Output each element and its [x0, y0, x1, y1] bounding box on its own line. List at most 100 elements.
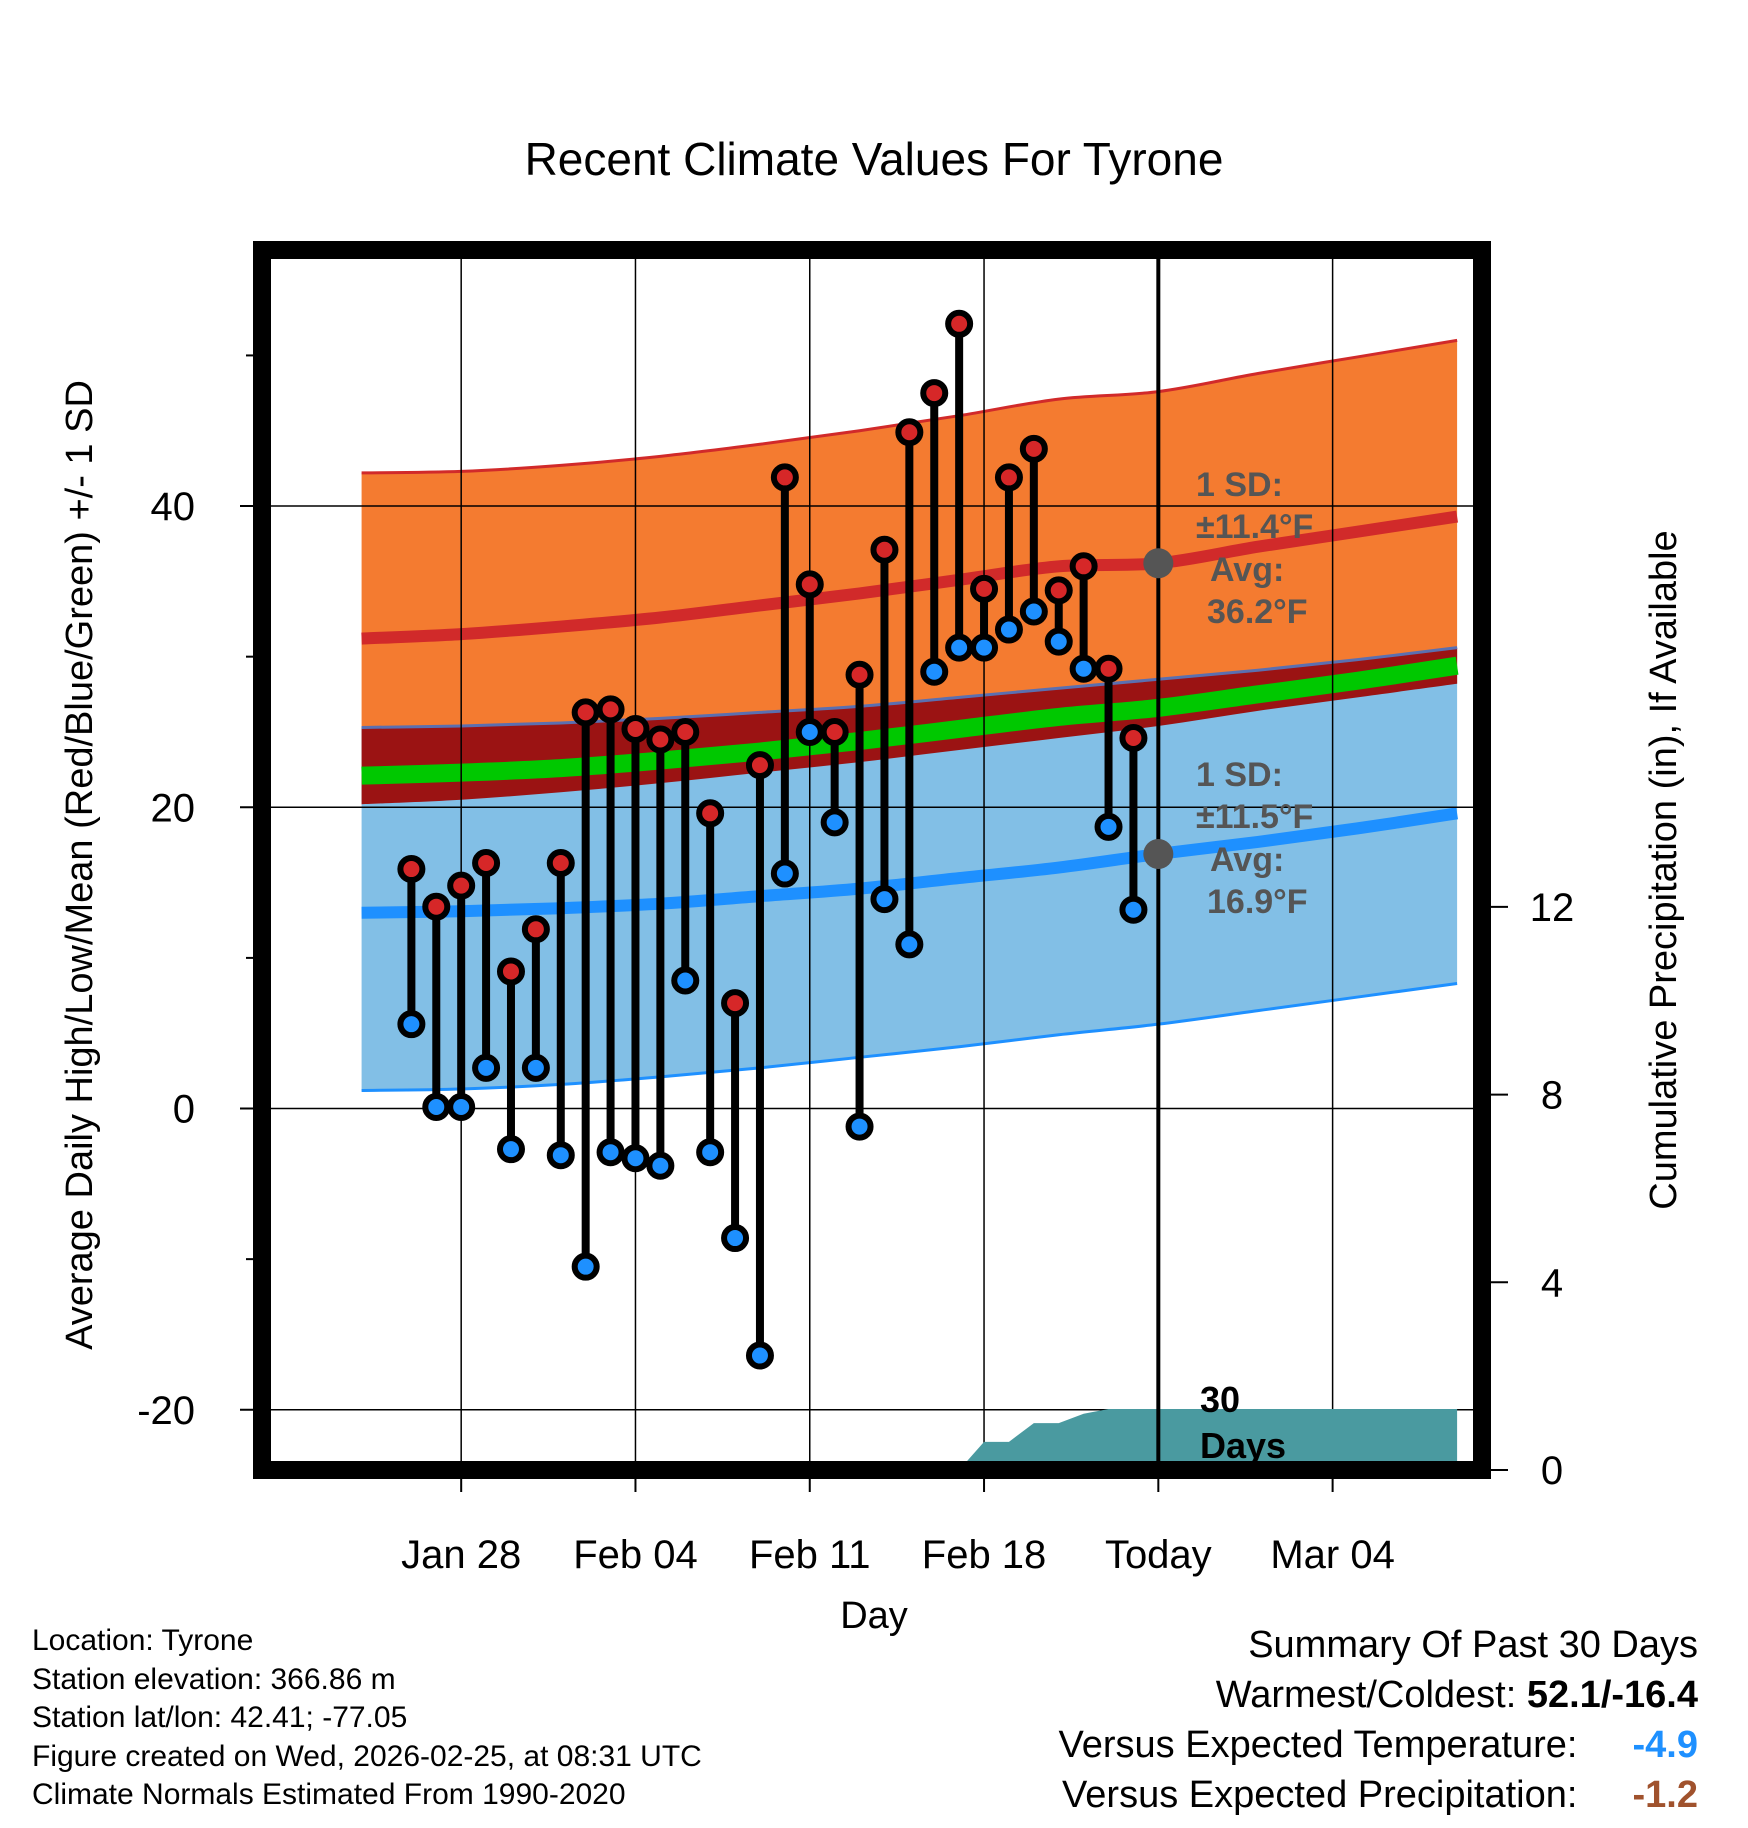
y-tick-label: 20: [151, 786, 196, 830]
low-point: [472, 1053, 501, 1082]
y-axis-label: Average Daily High/Low/Mean (Red/Blue/Gr…: [59, 380, 101, 1350]
high-point: [895, 418, 924, 447]
x-axis-label: Day: [840, 1595, 908, 1637]
right-axis: 0 4 8 12: [1482, 886, 1574, 1493]
high-point: [1044, 576, 1073, 605]
low-point: [945, 633, 974, 662]
y2-tick-label: 12: [1530, 886, 1575, 930]
left-axis: -20 0 20 40: [137, 354, 262, 1433]
high-point: [621, 714, 650, 743]
high-point: [770, 463, 799, 492]
summary-temp-row: Versus Expected Temperature: -4.9: [1059, 1720, 1698, 1770]
window-label-30: 30: [1200, 1379, 1240, 1420]
low-point: [745, 1341, 774, 1370]
high-normal-line: [361, 510, 1458, 645]
high-point: [1069, 552, 1098, 581]
high-point: [1119, 724, 1148, 752]
high-point: [521, 915, 550, 944]
plot-frame: [253, 241, 1491, 1479]
high-avg-dot: [1143, 548, 1174, 579]
high-point: [496, 957, 525, 986]
station-info: Location: Tyrone Station elevation: 366.…: [32, 1622, 702, 1815]
low-point: [1094, 812, 1123, 841]
high-point: [1094, 654, 1123, 683]
high-avg-value: 36.2°F: [1207, 593, 1308, 631]
high-point: [397, 855, 426, 884]
low-point: [546, 1141, 575, 1170]
high-point: [447, 871, 476, 900]
low-point: [1119, 895, 1148, 924]
low-point: [994, 615, 1023, 644]
high-point: [571, 698, 600, 727]
high-point: [994, 463, 1023, 492]
high-point: [472, 849, 501, 878]
low-point: [646, 1151, 675, 1180]
high-point: [422, 892, 451, 921]
precip-fill: [959, 1409, 1458, 1470]
high-point: [970, 574, 999, 603]
window-label-days: Days: [1200, 1425, 1286, 1466]
low-avg-value: 16.9°F: [1207, 883, 1308, 921]
low-point: [696, 1138, 725, 1167]
precip-vs-expected-label: Versus Expected Precipitation:: [1062, 1774, 1578, 1816]
x-tick-label: Today: [1105, 1533, 1212, 1577]
x-tick-label: Feb 11: [749, 1533, 871, 1577]
high-point: [721, 989, 750, 1018]
y2-axis-label: Cumulative Precipitation (in), If Availa…: [1643, 530, 1685, 1209]
elevation-text: Station elevation: 366.86 m: [32, 1662, 396, 1696]
low-point: [496, 1135, 525, 1164]
low-point: [721, 1224, 750, 1253]
warm-cold-value: 52.1/-16.4: [1526, 1674, 1698, 1716]
high-point: [646, 725, 675, 754]
summary-title: Summary Of Past 30 Days: [1248, 1624, 1698, 1666]
precipitation-area: [959, 1409, 1458, 1470]
low-point: [895, 930, 924, 959]
low-avg-label: Avg:: [1210, 841, 1284, 879]
daily-markers: [397, 309, 1174, 1370]
x-tick-label: Feb 04: [573, 1533, 698, 1577]
high-point: [820, 717, 849, 746]
high-sd-label: 1 SD:: [1196, 466, 1283, 504]
y2-tick-label: 4: [1541, 1261, 1563, 1305]
x-tick-label: Jan 28: [401, 1533, 521, 1577]
latlon-text: Station lat/lon: 42.41; -77.05: [32, 1701, 408, 1734]
low-point: [1069, 654, 1098, 683]
y2-tick-label: 0: [1541, 1449, 1563, 1493]
high-point: [870, 535, 899, 564]
low-point: [422, 1093, 451, 1122]
low-avg-dot: [1143, 838, 1174, 869]
low-point: [920, 657, 949, 686]
summary-warm-cold-row: Warmest/Coldest: 52.1/-16.4: [1059, 1670, 1698, 1720]
summary-panel: Summary Of Past 30 Days Warmest/Coldest:…: [1059, 1620, 1698, 1820]
low-point: [671, 966, 700, 995]
x-tick-label: Feb 18: [922, 1533, 1047, 1577]
low-point: [397, 1010, 426, 1039]
high-point: [1019, 434, 1048, 463]
temp-vs-expected-label: Versus Expected Temperature:: [1058, 1724, 1578, 1766]
low-point: [596, 1138, 625, 1167]
warm-cold-label: Warmest/Coldest:: [1215, 1674, 1517, 1716]
daily-stems: [407, 323, 1138, 1356]
chart-title: Recent Climate Values For Tyrone: [525, 133, 1224, 185]
low-point: [447, 1093, 476, 1122]
high-avg-label: Avg:: [1210, 551, 1284, 589]
y-tick-label: 0: [173, 1088, 195, 1132]
low-point: [521, 1053, 550, 1082]
low-point: [795, 717, 824, 746]
high-sd-value: ±11.4°F: [1196, 508, 1313, 546]
normal-annotations: 1 SD: ±11.4°F Avg: 36.2°F 1 SD: ±11.5°F …: [1196, 466, 1313, 1466]
summary-precip-row: Versus Expected Precipitation: -1.2: [1059, 1770, 1698, 1820]
low-point: [1019, 597, 1048, 626]
high-point: [546, 849, 575, 878]
low-point: [1044, 627, 1073, 656]
y2-tick-label: 8: [1541, 1074, 1563, 1118]
high-point: [920, 379, 949, 408]
mean-normal-line: [361, 656, 1459, 785]
x-tick-label: Mar 04: [1270, 1533, 1395, 1577]
high-point: [845, 660, 874, 689]
precip-vs-expected-value: -1.2: [1632, 1774, 1698, 1816]
high-point: [745, 751, 774, 780]
low-sd-value: ±11.5°F: [1196, 798, 1313, 836]
high-point: [696, 799, 725, 828]
